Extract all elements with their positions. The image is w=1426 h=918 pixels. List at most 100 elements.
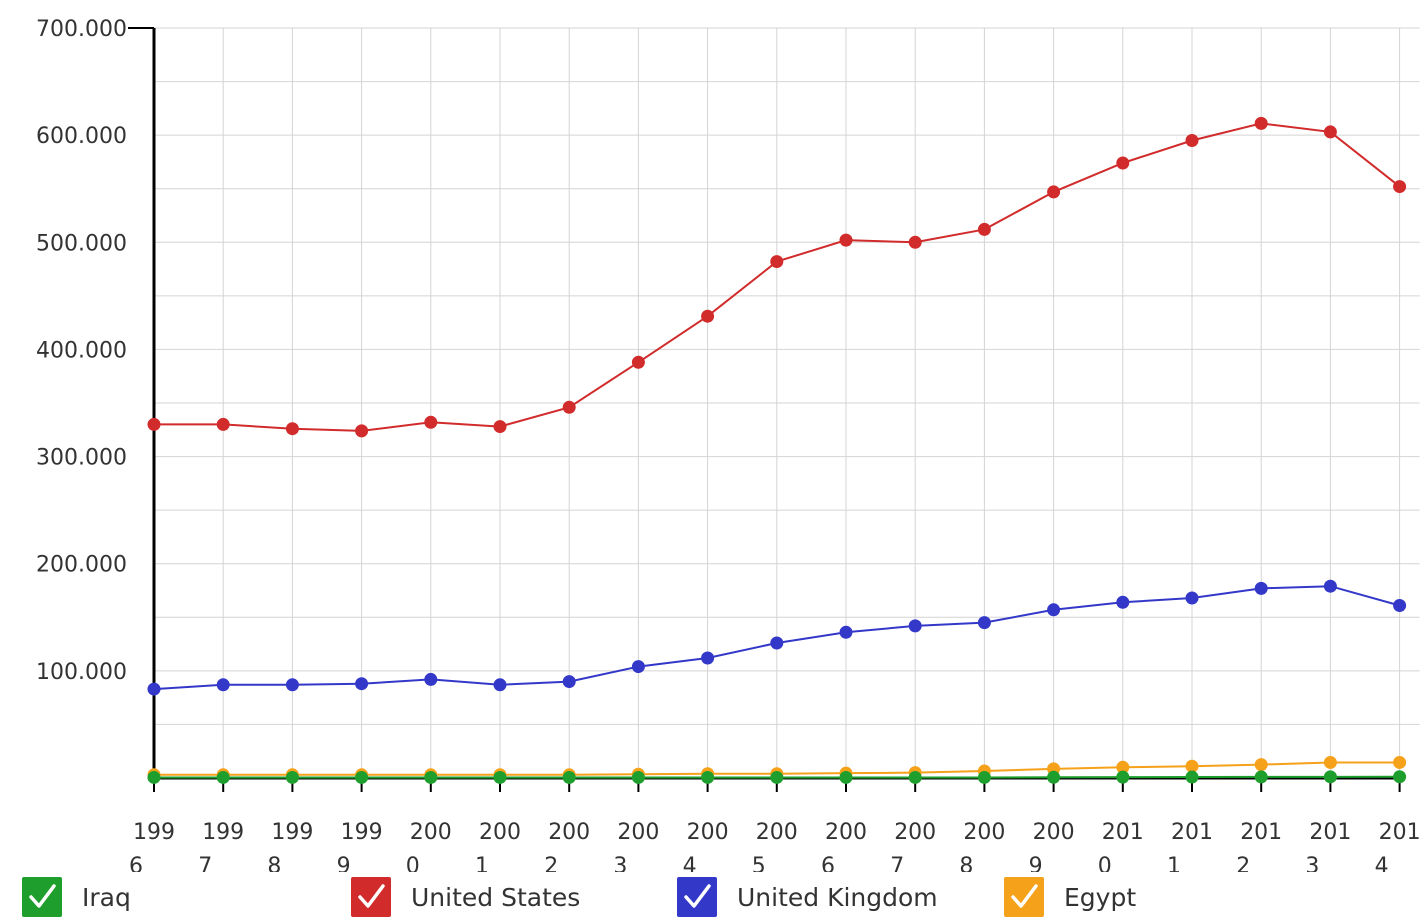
legend-label: Egypt xyxy=(1064,882,1137,912)
data-point-united-states[interactable] xyxy=(631,355,645,369)
data-point-united-states[interactable] xyxy=(1047,185,1061,199)
x-axis-tick-labels: 199 6 199 7 199 8 199 9 200 0 200 1 200 2 200 3 200 4 200 5… xyxy=(129,820,1421,872)
data-point-egypt[interactable] xyxy=(1116,760,1130,774)
data-point-united-kingdom[interactable] xyxy=(216,678,230,692)
data-point-egypt[interactable] xyxy=(1254,758,1268,772)
x-tick-label: 200 xyxy=(756,820,798,845)
x-tick-label: 3 xyxy=(1305,854,1319,872)
y-tick-label: 700.000 xyxy=(36,17,127,42)
data-point-united-states[interactable] xyxy=(216,417,230,431)
checkbox-checked-icon[interactable] xyxy=(1004,877,1044,917)
data-point-united-kingdom[interactable] xyxy=(1254,581,1268,595)
data-point-united-kingdom[interactable] xyxy=(839,625,853,639)
data-point-iraq[interactable] xyxy=(1393,770,1407,784)
data-point-iraq[interactable] xyxy=(631,770,645,784)
x-tick-label: 4 xyxy=(1375,854,1389,872)
data-point-united-kingdom[interactable] xyxy=(285,678,299,692)
data-point-united-kingdom[interactable] xyxy=(701,651,715,665)
x-tick-label: 8 xyxy=(959,854,973,872)
x-tick-label: 7 xyxy=(198,854,212,872)
data-point-united-kingdom[interactable] xyxy=(424,672,438,686)
data-point-iraq[interactable] xyxy=(839,770,853,784)
x-tick-label: 200 xyxy=(410,820,452,845)
y-tick-label: 600.000 xyxy=(36,124,127,149)
x-tick-label: 3 xyxy=(613,854,627,872)
legend-item-united-kingdom[interactable]: United Kingdom xyxy=(677,876,938,918)
y-tick-label: 200.000 xyxy=(36,553,127,578)
data-point-united-states[interactable] xyxy=(977,222,991,236)
data-point-united-kingdom[interactable] xyxy=(147,682,161,696)
data-point-united-kingdom[interactable] xyxy=(562,675,576,689)
data-point-united-kingdom[interactable] xyxy=(1047,603,1061,617)
data-point-united-states[interactable] xyxy=(1185,134,1199,147)
data-point-united-kingdom[interactable] xyxy=(1323,579,1337,593)
data-point-united-states[interactable] xyxy=(1254,116,1268,130)
data-point-egypt[interactable] xyxy=(1393,755,1407,769)
data-point-iraq[interactable] xyxy=(908,770,922,784)
x-tick-label: 6 xyxy=(821,854,835,872)
data-point-iraq[interactable] xyxy=(770,770,784,784)
axes xyxy=(128,27,1402,792)
data-point-iraq[interactable] xyxy=(701,770,715,784)
data-point-united-states[interactable] xyxy=(908,235,922,249)
x-tick-label: 201 xyxy=(1102,820,1144,845)
data-point-united-states[interactable] xyxy=(701,309,715,323)
data-point-united-states[interactable] xyxy=(147,417,161,431)
x-tick-label: 1 xyxy=(475,854,489,872)
x-tick-label: 7 xyxy=(890,854,904,872)
data-point-iraq[interactable] xyxy=(493,770,507,784)
x-tick-label: 200 xyxy=(825,820,867,845)
x-tick-label: 199 xyxy=(202,820,244,845)
x-tick-label: 199 xyxy=(271,820,313,845)
data-point-united-kingdom[interactable] xyxy=(355,677,369,691)
data-point-united-kingdom[interactable] xyxy=(977,616,991,630)
x-tick-label: 199 xyxy=(341,820,383,845)
data-point-united-kingdom[interactable] xyxy=(1185,591,1199,605)
data-point-united-kingdom[interactable] xyxy=(1393,599,1407,612)
x-tick-label: 0 xyxy=(406,854,420,872)
data-point-iraq[interactable] xyxy=(1185,770,1199,784)
data-point-united-states[interactable] xyxy=(1323,125,1337,139)
legend-label: United States xyxy=(411,882,581,912)
data-point-united-kingdom[interactable] xyxy=(631,660,645,674)
x-tick-label: 5 xyxy=(752,854,766,872)
data-point-iraq[interactable] xyxy=(216,770,230,784)
checkbox-checked-icon[interactable] xyxy=(677,877,717,917)
x-tick-label: 9 xyxy=(1029,854,1043,872)
series-group xyxy=(147,116,1407,784)
data-point-iraq[interactable] xyxy=(1254,770,1268,784)
data-point-united-states[interactable] xyxy=(424,415,438,429)
data-point-iraq[interactable] xyxy=(1323,770,1337,784)
data-point-united-states[interactable] xyxy=(493,420,507,434)
legend-item-iraq[interactable]: Iraq xyxy=(22,876,131,918)
data-point-united-states[interactable] xyxy=(1116,156,1130,170)
data-point-united-states[interactable] xyxy=(770,255,784,269)
data-point-united-states[interactable] xyxy=(355,424,369,438)
legend-item-egypt[interactable]: Egypt xyxy=(1004,876,1136,918)
data-point-united-kingdom[interactable] xyxy=(770,636,784,650)
data-point-united-kingdom[interactable] xyxy=(493,678,507,692)
data-point-iraq[interactable] xyxy=(1116,770,1130,784)
y-tick-label: 500.000 xyxy=(36,231,127,256)
checkbox-checked-icon[interactable] xyxy=(22,877,62,917)
data-point-united-states[interactable] xyxy=(562,400,576,414)
data-point-iraq[interactable] xyxy=(1047,770,1061,784)
data-point-united-states[interactable] xyxy=(285,422,299,436)
x-tick-label: 201 xyxy=(1171,820,1213,845)
data-point-egypt[interactable] xyxy=(1323,755,1337,769)
data-point-iraq[interactable] xyxy=(285,770,299,784)
data-point-united-states[interactable] xyxy=(1393,180,1407,194)
data-point-iraq[interactable] xyxy=(424,770,438,784)
data-point-united-states[interactable] xyxy=(839,233,853,247)
y-tick-label: 400.000 xyxy=(36,338,127,363)
x-tick-label: 9 xyxy=(337,854,351,872)
checkbox-checked-icon[interactable] xyxy=(351,877,391,917)
data-point-united-kingdom[interactable] xyxy=(1116,595,1130,609)
data-point-egypt[interactable] xyxy=(1185,759,1199,773)
data-point-iraq[interactable] xyxy=(147,770,161,784)
data-point-iraq[interactable] xyxy=(355,770,369,784)
data-point-iraq[interactable] xyxy=(977,770,991,784)
data-point-iraq[interactable] xyxy=(562,770,576,784)
legend-item-united-states[interactable]: United States xyxy=(351,876,580,918)
data-point-united-kingdom[interactable] xyxy=(908,619,922,633)
